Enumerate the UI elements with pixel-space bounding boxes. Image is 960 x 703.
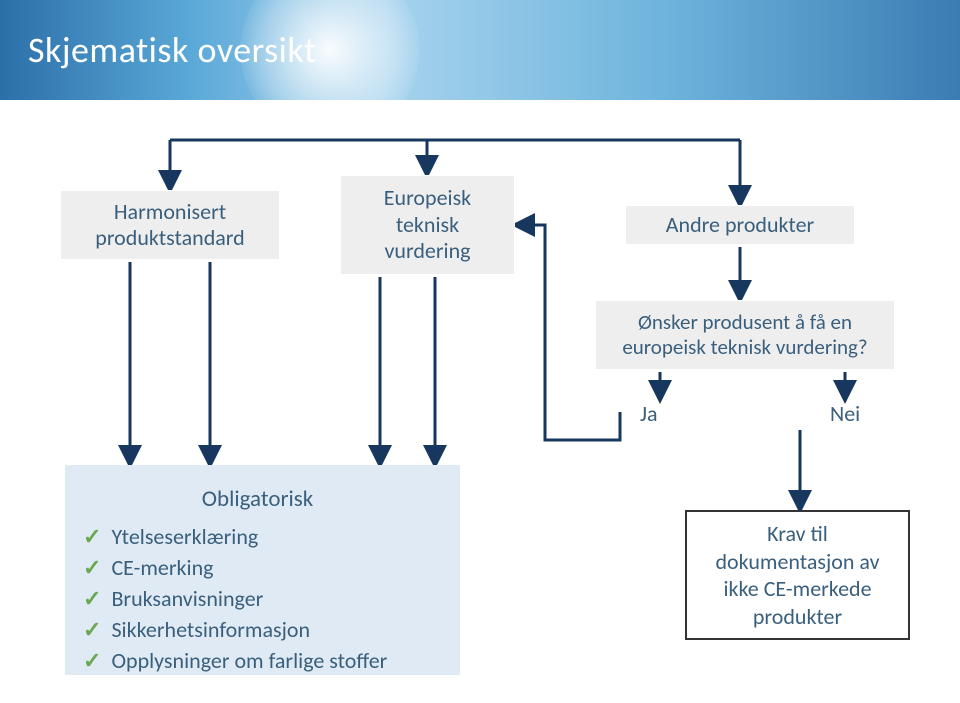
box-harmonised-standard: Harmonisert produktstandard: [60, 190, 280, 260]
slide-header: Skjematisk oversikt: [0, 0, 960, 100]
obligatory-item-label: Sikkerhetsinformasjon: [111, 616, 310, 643]
box-obligatory: Obligatorisk Ytelseserklæring CE-merking B…: [65, 465, 460, 675]
obligatory-item-label: Bruksanvisninger: [111, 585, 263, 612]
check-icon: [83, 554, 101, 581]
box-other-products: Andre produkter: [625, 205, 855, 245]
obligatory-item: Opplysninger om farlige stoffer: [83, 647, 432, 674]
obligatory-title: Obligatorisk: [83, 485, 432, 513]
check-icon: [83, 647, 101, 674]
check-icon: [83, 585, 101, 612]
obligatory-item: Sikkerhetsinformasjon: [83, 616, 432, 643]
obligatory-item: CE-merking: [83, 554, 432, 581]
check-icon: [83, 523, 101, 550]
check-icon: [83, 616, 101, 643]
sun-glow: [240, 0, 420, 140]
obligatory-item-label: CE-merking: [111, 554, 213, 581]
obligatory-item-label: Opplysninger om farlige stoffer: [111, 647, 387, 674]
box-requirements: Krav til dokumentasjon av ikke CE-merked…: [685, 510, 910, 640]
obligatory-item: Bruksanvisninger: [83, 585, 432, 612]
box-question: Ønsker produsent å få en europeisk tekni…: [595, 300, 895, 370]
box-european-assessment: Europeisk teknisk vurdering: [340, 175, 515, 275]
label-yes: Ja: [640, 400, 658, 427]
label-no: Nei: [830, 400, 860, 427]
obligatory-item-label: Ytelseserklæring: [111, 523, 258, 550]
obligatory-item: Ytelseserklæring: [83, 523, 432, 550]
